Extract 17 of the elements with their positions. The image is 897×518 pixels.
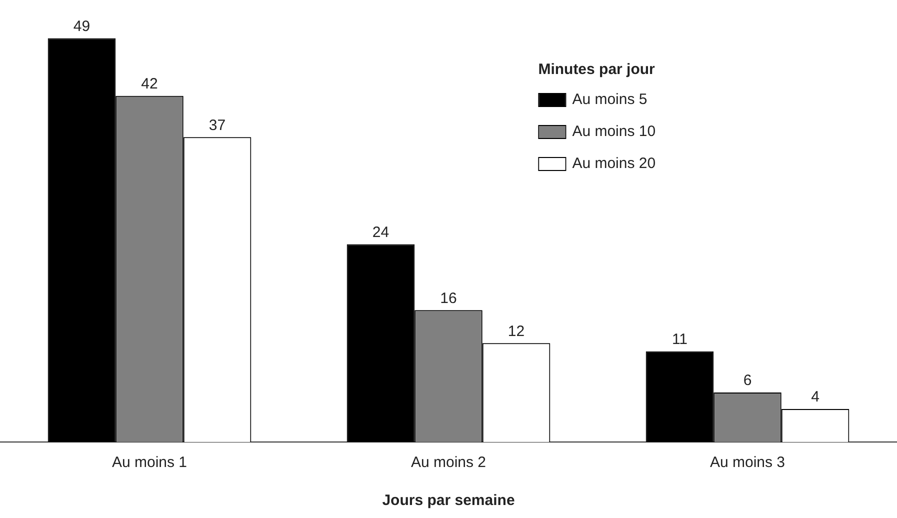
x-tick-label: Au moins 1 (112, 454, 188, 472)
data-label: 37 (208, 116, 226, 134)
x-axis-title: Jours par semaine (382, 492, 515, 510)
data-label: 16 (440, 290, 457, 307)
x-tick-label: Au moins 3 (710, 454, 786, 472)
data-label: 6 (743, 372, 752, 390)
data-label: 4 (811, 388, 820, 406)
x-tick-label: Au moins 2 (410, 454, 486, 472)
data-label: 12 (508, 322, 525, 340)
legend-label: Au moins 5 (572, 91, 648, 108)
legend-title: Minutes par jour (538, 61, 656, 78)
legend-label: Au moins 10 (572, 123, 656, 140)
legend-label: Au moins 20 (572, 155, 656, 172)
data-label: 49 (73, 18, 90, 35)
data-label: 24 (372, 224, 390, 241)
data-label: 42 (141, 76, 158, 93)
data-label: 11 (672, 331, 688, 348)
